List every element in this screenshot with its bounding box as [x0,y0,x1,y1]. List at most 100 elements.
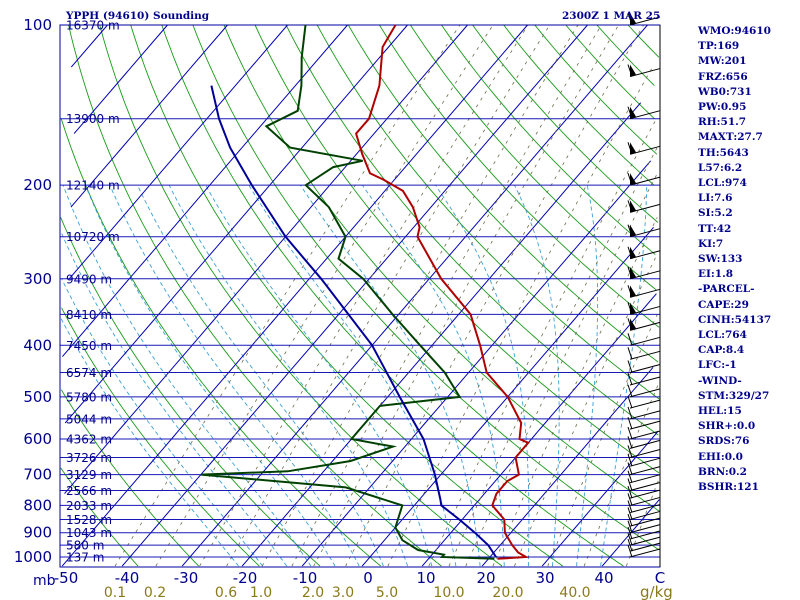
wind-barb [627,333,661,346]
mixing-ratio-line [583,382,660,567]
dry-adiabat [60,118,382,567]
temperature-label: -10 [293,569,318,587]
isotherm [361,226,654,567]
height-label: 16370 m [66,19,120,33]
temperature-label: -40 [115,569,140,587]
wind-barb [627,266,661,280]
pressure-label: 400 [23,336,52,354]
mixing-ratio-label: 0.6 [215,585,237,600]
dry-adiabat [347,24,659,363]
sounding-index: CAPE:29 [698,298,749,311]
pressure-label: 900 [23,524,52,542]
mixing-ratio-line [448,147,658,567]
wind-barb [627,64,661,78]
dry-adiabat [192,24,660,551]
sounding-index: EI:1.8 [698,268,734,281]
pressure-unit-label: mb [33,573,56,589]
moist-adiabat [576,185,599,567]
moist-adiabat [62,184,312,567]
sounding-index: HEL:15 [698,405,742,418]
dry-adiabat [441,24,656,255]
dry-adiabat [379,24,660,328]
sounding-index: SHR+:0.0 [698,420,756,433]
moist-adiabat [84,184,336,567]
isotherm [64,24,408,424]
dry-adiabat [68,24,442,567]
mixing-ratio-line [313,24,619,567]
wind-barb [627,538,661,552]
temperature-label: 20 [476,569,495,587]
dry-adiabat [130,24,563,567]
mixing-ratio-label: 10.0 [433,585,464,600]
wind-barb [627,532,661,546]
sounding-index: LCL:974 [698,177,747,190]
sounding-index: MAXT:27.7 [698,131,763,144]
sounding-index: RH:51.7 [698,116,747,129]
wind-barb [627,347,661,360]
wind-barb [627,445,661,458]
mixing-ratio-label: 1.0 [250,585,272,600]
height-label: 580 m [66,539,104,553]
dry-adiabat [596,24,655,86]
dry-adiabat [61,307,260,567]
isotherm [73,24,168,134]
dry-adiabat [285,24,659,436]
wind-barb [627,246,661,260]
sounding-index: MW:201 [698,55,747,68]
sounding-index: LI:7.6 [698,192,733,205]
chart-title: YPPH (94610) Sounding [65,10,210,22]
moist-adiabat [362,184,505,567]
temperature-label: C [655,569,665,587]
wind-barb [627,470,661,484]
wind-barb [627,360,661,373]
sounding-index: CAP:8.4 [698,344,745,357]
dry-adiabat [60,467,139,567]
isotherm [301,160,652,567]
isotherm [121,24,588,567]
temperature-profile [354,24,530,560]
height-label: 5044 m [66,412,112,426]
wind-barb [627,200,661,213]
pressure-label: 700 [23,466,52,484]
wind-barbs [627,12,661,567]
chart-time: 2300Z 1 MAR 25 [562,10,660,22]
height-label: 137 m [66,551,104,565]
height-label: 1043 m [66,526,112,540]
sounding-index: SI:5.2 [698,207,733,220]
isobars [60,24,660,558]
wind-barb [627,302,661,315]
sounding-index: PW:0.95 [698,101,747,114]
dry-adiabat [254,24,660,474]
sounding-index: L57:6.2 [698,161,743,174]
wind-barb [627,416,661,430]
dry-adiabat [565,24,655,120]
moist-adiabat [205,184,433,567]
dry-adiabat [472,24,659,223]
sounding-index: SRDS:76 [698,435,750,448]
dry-adiabat [60,217,321,567]
wind-barb [627,224,661,238]
temperature-label: 0 [363,569,373,587]
mixing-ratio-label: 40.0 [559,585,590,600]
mixing-ratio-label: 20.0 [492,585,523,600]
moist-adiabat [248,184,457,567]
wind-barb [627,106,661,120]
pressure-label: 300 [23,270,52,288]
sounding-index: BSHR:121 [698,481,759,494]
sounding-index: CINH:54137 [698,313,772,326]
height-label: 9490 m [66,272,112,286]
dry-adiabat [99,24,503,567]
mixing-ratio-line [428,118,657,567]
sounding-index: -PARCEL- [698,283,755,296]
height-label: 2566 m [66,484,112,498]
mixing-ratio-line [199,24,529,567]
isotherm [421,293,657,567]
mixing-ratio-line [492,217,658,567]
wind-barb [627,436,661,449]
wind-barb [627,172,661,186]
isotherms [61,24,660,567]
wind-barb [627,406,661,420]
wind-barb [627,395,661,409]
moist-adiabat [60,231,288,567]
